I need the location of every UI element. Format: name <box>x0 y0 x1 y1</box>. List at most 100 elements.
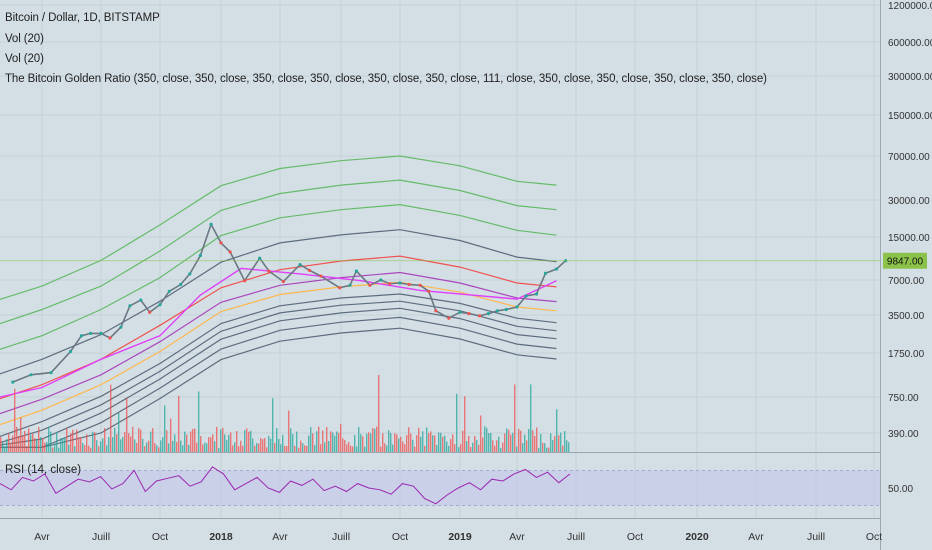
price-point <box>354 269 358 273</box>
volume-bar <box>312 433 314 452</box>
volume-bar <box>190 431 192 452</box>
volume-bar <box>10 442 12 452</box>
golden-ratio-curve-2 <box>0 179 557 325</box>
volume-bar <box>354 435 356 452</box>
volume-bar <box>96 440 98 452</box>
volume-bar <box>350 445 352 452</box>
volume-bar <box>88 445 90 452</box>
price-point <box>119 325 123 329</box>
volume-bar <box>202 444 204 452</box>
volume-bar <box>430 431 432 452</box>
volume-bar <box>338 432 340 452</box>
volume-bar <box>130 436 132 452</box>
price-point <box>524 294 528 298</box>
volume-bar <box>434 435 436 452</box>
volume-bar <box>230 432 232 452</box>
volume-bar <box>166 430 168 452</box>
x-tick-label: 2018 <box>209 531 233 543</box>
price-point <box>281 279 285 284</box>
price-point <box>188 272 192 276</box>
volume-bar <box>34 438 36 452</box>
volume-bar <box>146 442 148 452</box>
volume-bar <box>548 447 550 452</box>
golden-ratio-curve-10 <box>0 307 557 446</box>
y-tick-label: 600000.00 <box>888 38 932 49</box>
volume-bar <box>46 442 48 452</box>
price-point <box>99 331 103 335</box>
volume-bar <box>218 447 220 452</box>
volume-bar <box>174 434 176 452</box>
volume-bar <box>566 440 568 452</box>
x-tick-label: Juill <box>567 531 585 543</box>
volume-bar <box>426 427 428 452</box>
volume-bar <box>446 441 448 452</box>
volume-bar <box>224 434 226 452</box>
rsi-y-tick-label: 50.00 <box>888 484 913 495</box>
price-point <box>447 316 451 320</box>
volume-bar <box>18 435 20 452</box>
volume-bar <box>454 444 456 452</box>
golden-ratio-curve-3 <box>0 203 557 350</box>
volume-bar <box>136 442 138 452</box>
volume-bar <box>72 429 74 452</box>
volume-bar <box>560 432 562 452</box>
price-point <box>478 314 482 318</box>
volume-bar <box>68 444 70 452</box>
volume-bar <box>264 438 266 452</box>
price-point <box>379 278 383 282</box>
volume-bar <box>272 398 274 452</box>
x-tick-label: Oct <box>627 531 643 543</box>
volume-bar <box>164 405 166 452</box>
x-tick-label: Juill <box>332 531 350 543</box>
volume-bar <box>526 440 528 452</box>
price-point <box>434 309 438 313</box>
volume-bar <box>544 443 546 452</box>
price-point <box>49 371 53 375</box>
volume-bar <box>402 441 404 452</box>
price-point <box>504 307 508 312</box>
volume-bar <box>220 429 222 452</box>
volume-bar <box>186 434 188 452</box>
volume-bar <box>562 445 564 452</box>
volume-bar <box>396 434 398 452</box>
volume-bar <box>248 431 250 452</box>
volume-bar <box>282 435 284 452</box>
volume-bar <box>278 438 280 452</box>
volume-bar <box>112 437 114 452</box>
price-point <box>407 282 411 287</box>
price-point <box>534 292 539 296</box>
volume-bar <box>92 431 94 452</box>
volume-bar <box>330 431 332 452</box>
volume-bar <box>54 443 56 452</box>
golden-ratio-curve-11 <box>0 316 557 448</box>
volume-bar <box>258 443 260 452</box>
price-point <box>68 349 73 354</box>
volume-bar <box>52 447 54 452</box>
volume-bar <box>296 431 298 452</box>
volume-bar <box>168 443 170 452</box>
volume-bar <box>364 446 366 452</box>
volume-bar <box>104 428 106 452</box>
volume-bar <box>444 435 446 452</box>
volume-bar <box>152 428 154 452</box>
x-tick-label: 2019 <box>448 531 472 543</box>
price-point <box>467 312 471 316</box>
volume-bar <box>262 439 264 452</box>
x-tick-label: Juill <box>807 531 825 543</box>
volume-bar <box>392 444 394 452</box>
volume-bar <box>474 436 476 452</box>
x-tick-label: Avr <box>509 531 525 543</box>
volume-bar <box>524 434 526 452</box>
volume-bar <box>44 442 46 452</box>
volume-bar <box>128 433 130 452</box>
volume-bar <box>424 445 426 452</box>
volume-bar <box>554 436 556 452</box>
volume-bar <box>358 427 360 452</box>
volume-bar <box>50 431 52 452</box>
price-point <box>319 274 323 278</box>
volume-bar <box>134 439 136 452</box>
volume-bar <box>336 431 338 452</box>
volume-bar <box>400 436 402 452</box>
x-tick-label: Avr <box>34 531 50 543</box>
volume-bar <box>132 426 134 452</box>
